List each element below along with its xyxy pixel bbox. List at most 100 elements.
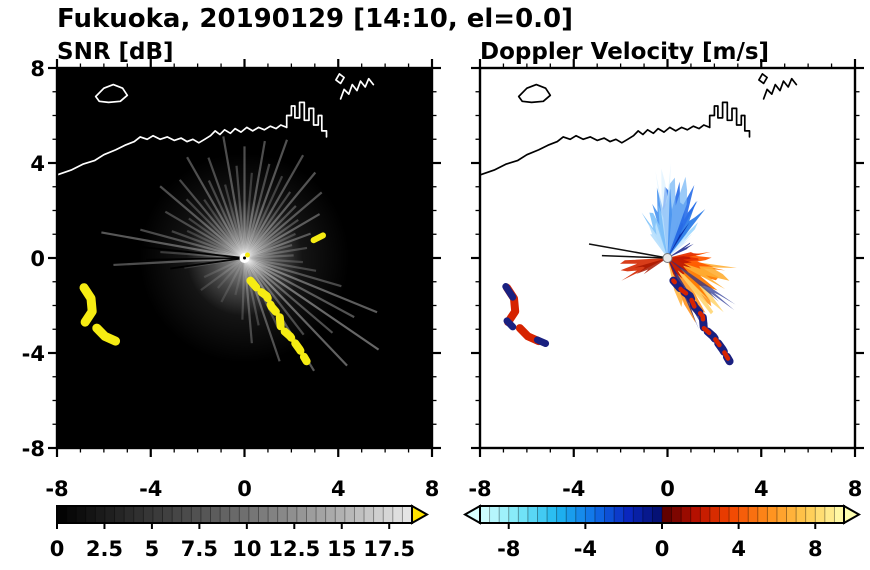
tick-label: 0 <box>237 477 252 501</box>
velocity-shadow-ray <box>588 243 668 259</box>
tick-label: 17.5 <box>363 537 415 561</box>
snr-beam <box>224 184 246 259</box>
colorbar-segment <box>489 506 500 523</box>
colorbar-segment <box>594 506 606 523</box>
colorbar-segment <box>364 506 375 523</box>
colorbar-segment <box>114 506 125 523</box>
snr-beam <box>243 163 271 259</box>
colorbar-segment <box>480 506 491 523</box>
tick-label: -4 <box>139 477 162 501</box>
colorbar-segment <box>210 506 221 523</box>
colorbar-segment <box>757 506 768 523</box>
snr-beam <box>243 257 253 344</box>
colorbar-segment <box>104 506 116 523</box>
snr-beam <box>243 257 260 326</box>
colorbar-segment <box>738 506 749 523</box>
snr-beam <box>243 257 305 336</box>
radar-site-dot <box>243 256 246 260</box>
colorbar-segment <box>527 506 539 523</box>
snr-beam <box>140 228 245 260</box>
velocity-plot: -8 -4 0 4 8 <box>468 59 864 501</box>
colorbar-segment <box>556 506 567 523</box>
colorbar-segment <box>57 506 68 523</box>
colorbar-segment <box>767 506 778 523</box>
tick-label: 0 <box>50 537 65 561</box>
colorbar-segment <box>499 506 510 523</box>
colorbar-segment <box>354 506 365 523</box>
colorbar-segment <box>277 506 288 523</box>
snr-beam <box>244 246 308 260</box>
snr-beam <box>243 191 292 259</box>
coastline-spur <box>762 77 798 100</box>
colorbar-segment <box>662 506 673 523</box>
snr-beam <box>178 179 246 259</box>
snr-beam <box>243 257 334 334</box>
axes: -8-8 -4 -4 0 0 4 4 8 8 <box>22 57 441 501</box>
velocity-wedge <box>667 220 698 258</box>
snr-beam <box>243 218 299 259</box>
snr-beam <box>244 232 296 259</box>
snr-beam <box>244 254 294 260</box>
velocity-clutter-arc-navy <box>503 317 517 331</box>
tick-label: 0 <box>655 537 670 561</box>
radar-site-marker <box>662 253 673 263</box>
snr-beam <box>186 156 246 259</box>
island-outline <box>517 83 552 104</box>
colorbar-segment <box>681 506 692 523</box>
colorbar-segment <box>796 506 807 523</box>
harbor-outline <box>285 101 328 138</box>
velocity-wedge <box>648 222 668 258</box>
colorbar-segment <box>547 506 558 523</box>
snr-beam <box>222 136 246 259</box>
snr-beam <box>185 198 246 259</box>
velocity-colorbar: -8 -4 0 4 8 <box>462 504 862 561</box>
velocity-wedge <box>667 258 736 311</box>
colorbar-segment <box>258 506 269 523</box>
snr-shadow-ray <box>146 257 245 261</box>
colorbar-segment <box>287 506 298 523</box>
colorbar-segment <box>239 506 250 523</box>
tick-label: -8 <box>45 477 68 501</box>
tick-label: 10 <box>232 537 261 561</box>
tick-label: 7.5 <box>181 537 218 561</box>
snr-clutter-chain <box>246 276 311 366</box>
colorbar-segment <box>76 506 87 523</box>
snr-beam <box>243 257 281 362</box>
velocity-clutter-arc-navy <box>533 336 550 347</box>
snr-plot: -8-8 -4 -4 0 0 4 4 8 8 <box>22 57 441 501</box>
colorbar-segment <box>66 506 77 523</box>
velocity-wedge <box>667 201 706 258</box>
colorbar-segment <box>700 506 711 523</box>
velocity-wedge <box>665 176 688 258</box>
colorbar-segment <box>518 506 529 523</box>
colorbar-segment <box>335 506 346 523</box>
tick-label: 4 <box>754 477 769 501</box>
colorbar-segment <box>614 506 625 523</box>
colorbar-segment <box>566 506 577 523</box>
tick-label: -4 <box>574 537 597 561</box>
snr-beam <box>234 257 246 296</box>
coastline-path <box>56 124 288 176</box>
tick-label: -4 <box>562 477 585 501</box>
colorbar-segment <box>316 506 327 523</box>
velocity-clutter-arc-navy <box>502 283 517 301</box>
colorbar-underflow-arrow <box>462 504 481 525</box>
colorbar-segment <box>296 506 308 523</box>
snr-beam <box>243 140 266 259</box>
tick-label: 15 <box>327 537 356 561</box>
coastline-hook <box>758 73 768 85</box>
colorbar-segment <box>268 506 279 523</box>
snr-beam <box>244 256 342 288</box>
tick-label: 5 <box>145 537 160 561</box>
colorbar-segment <box>229 506 240 523</box>
snr-beam <box>243 172 253 259</box>
snr-beam <box>164 210 246 259</box>
tick-label: 4 <box>331 477 346 501</box>
snr-clutter-arc <box>79 283 97 327</box>
snr-beam <box>244 244 293 260</box>
snr-beam <box>241 257 246 320</box>
colorbar-segment <box>383 506 394 523</box>
snr-beam <box>244 256 378 314</box>
colorbar-segment <box>220 506 231 523</box>
colorbar-segment <box>143 506 154 523</box>
